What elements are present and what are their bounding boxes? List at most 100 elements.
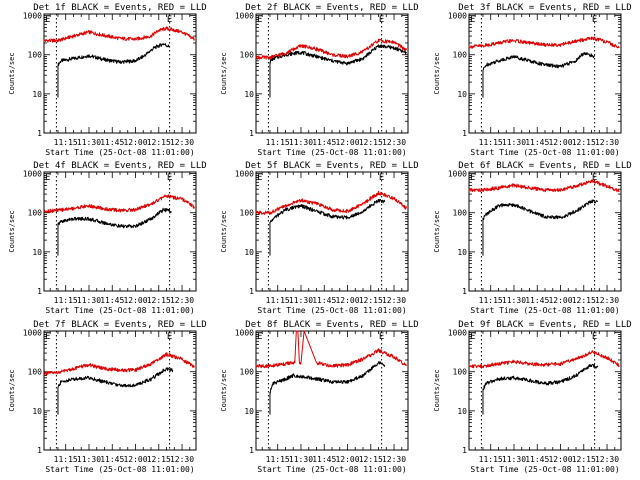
plot-frame [255,330,409,451]
event-marker-label: E [470,332,475,342]
chart-title: Det 4f BLACK = Events, RED = LLD [33,161,206,171]
event-marker-label: E [379,332,384,342]
y-tick-label: 100 [240,368,255,377]
lld-series-line [468,36,620,49]
lld-series-line [468,179,620,193]
y-axis-label: Counts/sec [8,369,16,411]
x-tick-label: 11:45 [312,138,336,147]
y-tick-label: 1000 [448,329,467,338]
x-tick-label: 11:15 [479,138,503,147]
y-tick-label: 1000 [235,170,254,179]
chart-title: Det 3f BLACK = Events, RED = LLD [458,3,631,13]
y-axis-label: Counts/sec [220,369,228,411]
chart-panel-2: Det 2f BLACK = Events, RED = LLD Counts/s… [220,3,419,157]
events-series-line [57,367,174,415]
event-marker-label: E [45,332,50,342]
chart-panel-4: Det 4f BLACK = Events, RED = LLD Counts/s… [8,161,207,315]
y-tick-label: 1000 [23,329,42,338]
y-tick-label: 10 [32,407,42,416]
chart-panel-7: Det 7f BLACK = Events, RED = LLD Counts/s… [8,320,207,474]
events-series-line [269,44,407,98]
event-marker-label: E [592,15,597,25]
x-tick-label: 12:00 [123,296,147,305]
x-tick-label: 12:15 [147,138,171,147]
chart-title: Det 2f BLACK = Events, RED = LLD [245,3,418,13]
events-series-line [482,363,599,415]
y-tick-label: 1000 [448,12,467,21]
plot-frame [43,330,197,451]
x-axis-label: Start Time (25-Oct-08 11:01:00) [45,306,194,315]
y-tick-label: 1 [462,129,467,138]
y-tick-label: 10 [244,407,254,416]
y-tick-label: 1000 [448,170,467,179]
x-tick-label: 12:30 [382,296,406,305]
chart-title: Det 6f BLACK = Events, RED = LLD [458,161,631,171]
x-tick-label: 11:15 [54,455,78,464]
y-tick-label: 100 [240,51,255,60]
y-tick-label: 10 [32,90,42,99]
x-tick-label: 12:00 [123,138,147,147]
event-marker-label: E [470,173,475,183]
x-tick-label: 12:00 [548,138,572,147]
x-tick-label: 11:45 [525,296,549,305]
x-tick-label: 11:30 [77,296,101,305]
x-axis-label: Start Time (25-Oct-08 11:01:00) [470,148,619,157]
events-series-line [269,361,386,415]
chart-panel-6: Det 6f BLACK = Events, RED = LLD Counts/s… [433,161,632,315]
x-tick-label: 11:15 [479,455,503,464]
x-tick-label: 12:30 [595,455,619,464]
y-tick-label: 1 [249,287,254,296]
x-tick-label: 11:30 [289,138,313,147]
x-tick-label: 11:15 [266,138,290,147]
y-tick-label: 10 [457,248,467,257]
lld-series-line [43,26,195,43]
event-marker-label: E [470,15,475,25]
x-tick-label: 11:15 [54,296,78,305]
y-axis-label: Counts/sec [220,210,228,252]
x-tick-label: 12:00 [123,455,147,464]
x-tick-label: 11:30 [502,455,526,464]
x-tick-label: 11:30 [77,455,101,464]
y-tick-label: 1 [249,446,254,455]
events-series-line [57,207,172,256]
event-marker-label: E [167,332,172,342]
x-tick-label: 11:45 [100,455,124,464]
x-tick-label: 11:30 [502,138,526,147]
x-tick-label: 12:15 [359,455,383,464]
x-tick-label: 12:15 [359,296,383,305]
x-axis-label: Start Time (25-Oct-08 11:01:00) [45,465,194,474]
y-tick-label: 100 [453,51,468,60]
x-tick-label: 12:15 [572,138,596,147]
y-tick-label: 1000 [235,12,254,21]
y-tick-label: 100 [453,209,468,218]
lld-series-line [468,350,620,369]
event-marker-label: E [45,173,50,183]
x-tick-label: 12:00 [548,296,572,305]
plot-frame [468,330,622,451]
events-series-line [269,198,386,256]
y-axis-label: Counts/sec [433,210,441,252]
event-marker-label: E [379,15,384,25]
x-axis-label: Start Time (25-Oct-08 11:01:00) [470,465,619,474]
event-marker-label: E [167,173,172,183]
event-marker-label: E [257,332,262,342]
y-tick-label: 1 [462,287,467,296]
chart-panel-5: Det 5f BLACK = Events, RED = LLD Counts/s… [220,161,419,315]
x-tick-label: 12:00 [335,138,359,147]
x-tick-label: 12:00 [335,455,359,464]
x-tick-label: 12:15 [572,455,596,464]
x-axis-label: Start Time (25-Oct-08 11:01:00) [257,148,406,157]
x-tick-label: 11:45 [525,455,549,464]
y-axis-label: Counts/sec [8,210,16,252]
x-tick-label: 12:00 [548,455,572,464]
y-tick-label: 10 [457,90,467,99]
x-axis-label: Start Time (25-Oct-08 11:01:00) [257,465,406,474]
x-tick-label: 12:30 [170,455,194,464]
x-tick-label: 11:15 [54,138,78,147]
x-tick-label: 11:45 [312,455,336,464]
y-tick-label: 10 [457,407,467,416]
x-tick-label: 11:30 [289,455,313,464]
x-tick-label: 12:15 [147,296,171,305]
x-tick-label: 12:00 [335,296,359,305]
